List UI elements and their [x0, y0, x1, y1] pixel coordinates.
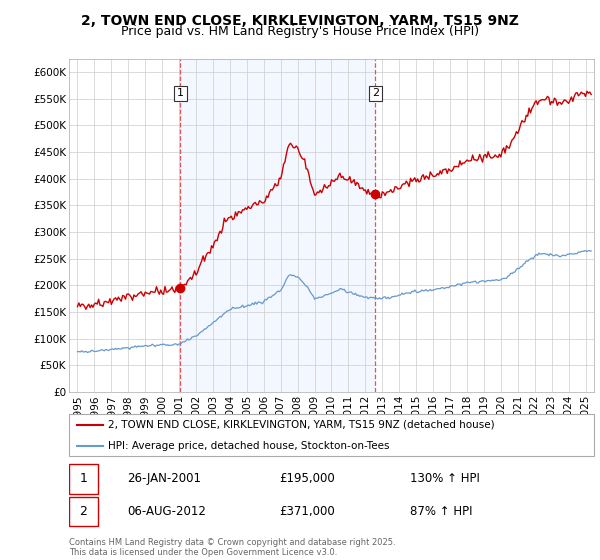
Text: Price paid vs. HM Land Registry's House Price Index (HPI): Price paid vs. HM Land Registry's House … [121, 25, 479, 38]
Text: 87% ↑ HPI: 87% ↑ HPI [410, 505, 473, 518]
Text: 26-JAN-2001: 26-JAN-2001 [127, 472, 201, 486]
Text: £371,000: £371,000 [279, 505, 335, 518]
Text: 130% ↑ HPI: 130% ↑ HPI [410, 472, 480, 486]
FancyBboxPatch shape [69, 497, 98, 526]
Text: 2: 2 [79, 505, 88, 518]
Text: £195,000: £195,000 [279, 472, 335, 486]
Text: 1: 1 [177, 88, 184, 99]
Text: 2, TOWN END CLOSE, KIRKLEVINGTON, YARM, TS15 9NZ (detached house): 2, TOWN END CLOSE, KIRKLEVINGTON, YARM, … [109, 420, 495, 430]
Text: 1: 1 [79, 472, 88, 486]
Text: 06-AUG-2012: 06-AUG-2012 [127, 505, 206, 518]
FancyBboxPatch shape [69, 464, 98, 493]
Text: 2: 2 [372, 88, 379, 99]
FancyBboxPatch shape [69, 414, 594, 456]
Bar [180, 59, 376, 392]
Text: HPI: Average price, detached house, Stockton-on-Tees: HPI: Average price, detached house, Stoc… [109, 441, 390, 451]
Text: 2, TOWN END CLOSE, KIRKLEVINGTON, YARM, TS15 9NZ: 2, TOWN END CLOSE, KIRKLEVINGTON, YARM, … [81, 14, 519, 28]
Text: Contains HM Land Registry data © Crown copyright and database right 2025.
This d: Contains HM Land Registry data © Crown c… [69, 538, 395, 557]
